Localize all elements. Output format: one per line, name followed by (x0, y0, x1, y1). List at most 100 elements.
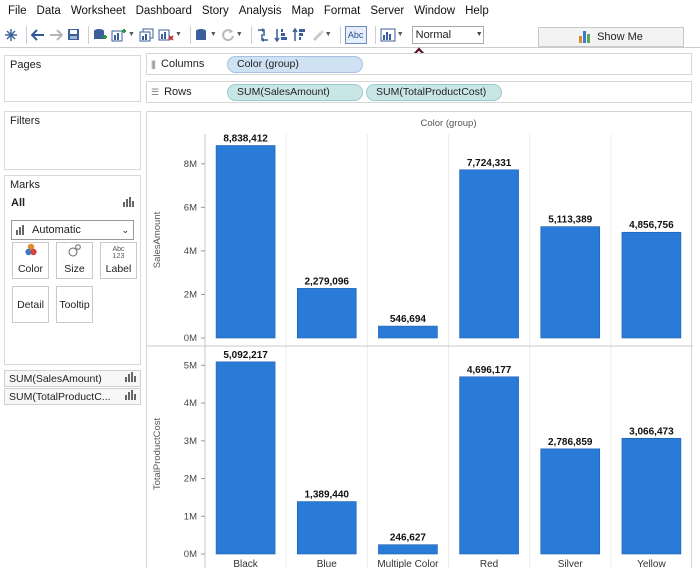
bar (296, 288, 357, 339)
filters-pane[interactable]: Filters (4, 111, 141, 170)
undo-icon[interactable] (31, 25, 45, 45)
y-tick-label: 2M (184, 289, 197, 300)
toolbar-separator (189, 25, 191, 44)
save-icon[interactable] (67, 25, 80, 45)
label-label: Label (105, 263, 132, 275)
clear-sheet-icon[interactable]: ▼ (158, 25, 182, 45)
chevron-down-icon: ▼ (475, 31, 483, 38)
highlight-icon[interactable]: ▼ (310, 25, 332, 45)
bar (215, 145, 276, 339)
data-label: 5,092,217 (223, 350, 268, 361)
menu-format[interactable]: Format (323, 5, 361, 17)
mark-type-text: Automatic (32, 224, 81, 236)
columns-shelf[interactable]: ||| Columns Color (group) (146, 53, 692, 75)
y-tick-label: 8M (184, 159, 197, 170)
detail-button[interactable]: Detail (12, 286, 49, 323)
data-label: 4,856,756 (629, 220, 674, 231)
data-label: 8,838,412 (223, 134, 268, 145)
bar (540, 226, 601, 339)
mark-type-value: Automatic (16, 224, 81, 236)
bar (378, 325, 438, 339)
rows-pill-sales[interactable]: SUM(SalesAmount) (227, 83, 363, 101)
columns-icon: ||| (151, 59, 156, 69)
detail-label: Detail (17, 298, 44, 311)
toolbar-separator (250, 25, 252, 44)
toolbar-separator (26, 25, 27, 44)
tooltip-button[interactable]: Tooltip (56, 286, 93, 323)
menu-story[interactable]: Story (201, 5, 229, 17)
color-button[interactable]: Color (12, 242, 49, 279)
refresh-icon[interactable]: ▼ (221, 25, 243, 45)
sort-ascending-icon[interactable] (274, 25, 288, 45)
label-button[interactable]: Abc 123 Label (100, 242, 137, 279)
menu-window[interactable]: Window (414, 5, 456, 17)
x-tick-label: Black (233, 559, 258, 568)
data-label: 2,786,859 (548, 437, 593, 448)
y-tick-label: 6M (184, 202, 197, 213)
duplicate-sheet-icon[interactable] (139, 25, 154, 45)
menu-analysis[interactable]: Analysis (238, 5, 282, 17)
data-label: 1,389,440 (305, 490, 350, 501)
toolbar-separator (88, 25, 89, 44)
size-icon (68, 243, 82, 260)
size-button[interactable]: Size (56, 242, 93, 279)
sort-descending-icon[interactable] (292, 25, 306, 45)
measure-pill-label: SUM(TotalProductC... (9, 390, 111, 403)
y-tick-label: 1M (184, 511, 197, 522)
data-label: 3,066,473 (629, 426, 674, 437)
chart-title: Color (group) (421, 118, 477, 129)
rows-icon: ☰ (151, 86, 159, 97)
columns-pill-color-group[interactable]: Color (group) (227, 55, 363, 73)
menu-dashboard[interactable]: Dashboard (135, 5, 192, 17)
rows-label-text: Rows (164, 86, 192, 98)
show-me-button[interactable]: Show Me (538, 27, 684, 47)
columns-shelf-label: ||| Columns (147, 58, 227, 70)
menu-map[interactable]: Map (291, 5, 314, 17)
redo-icon[interactable] (49, 25, 63, 45)
y-tick-label: 5M (184, 360, 197, 371)
new-worksheet-icon[interactable]: ▼ (111, 25, 135, 45)
menu-server[interactable]: Server (370, 5, 405, 17)
marks-title: Marks (10, 179, 40, 191)
fit-select[interactable]: Normal ▼ (411, 25, 484, 44)
label-icon: Abc 123 (112, 246, 125, 260)
y-tick-label: 4M (184, 398, 197, 409)
marks-all-label: All (11, 197, 26, 209)
y-tick-label: 0M (184, 333, 197, 344)
new-datasource-icon[interactable] (93, 25, 107, 45)
measure-pill-cost[interactable]: SUM(TotalProductC... (4, 388, 141, 405)
bar (378, 544, 438, 555)
bar (540, 448, 601, 555)
bar (459, 376, 519, 555)
menu-file[interactable]: File (8, 5, 27, 17)
menu-worksheet[interactable]: Worksheet (70, 5, 126, 17)
menu-data[interactable]: Data (36, 5, 61, 17)
bar-chart-icon (125, 372, 136, 385)
rows-pill-cost[interactable]: SUM(TotalProductCost) (366, 83, 502, 101)
rows-shelf[interactable]: ☰ Rows SUM(SalesAmount) SUM(TotalProduct… (146, 81, 692, 103)
x-tick-label: Yellow (637, 559, 666, 568)
data-label: 4,696,177 (467, 365, 512, 376)
bar-chart-icon (123, 196, 134, 210)
chart-view: Color (group) 0M 2M 4M 6M 8M SalesAmount 8,838,… (146, 111, 693, 568)
x-tick-label: Blue (317, 559, 337, 568)
x-tick-label: Red (480, 559, 498, 568)
swap-rows-columns-icon[interactable] (256, 25, 270, 45)
menu-help[interactable]: Help (465, 5, 489, 17)
view-cards-icon[interactable]: ▼ (380, 25, 404, 45)
mark-type-select[interactable]: Automatic ⌄ (11, 220, 134, 240)
x-tick-label: Silver (558, 559, 584, 568)
color-icon (24, 243, 38, 260)
size-label: Size (64, 263, 85, 275)
chevron-down-icon: ⌄ (121, 224, 129, 235)
color-label: Color (17, 263, 44, 275)
marks-all-card[interactable]: All (5, 194, 140, 212)
marks-pane: Marks All Automatic ⌄ Color Size Abc 123… (4, 175, 141, 365)
toolbar-separator (374, 25, 376, 44)
pages-pane[interactable]: Pages (4, 55, 141, 102)
rows-shelf-label: ☰ Rows (147, 86, 227, 98)
show-mark-labels-button[interactable]: Abc (344, 25, 367, 44)
pause-updates-icon[interactable]: ▼ (195, 25, 217, 45)
bar (459, 169, 519, 339)
measure-pill-sales[interactable]: SUM(SalesAmount) (4, 370, 141, 387)
